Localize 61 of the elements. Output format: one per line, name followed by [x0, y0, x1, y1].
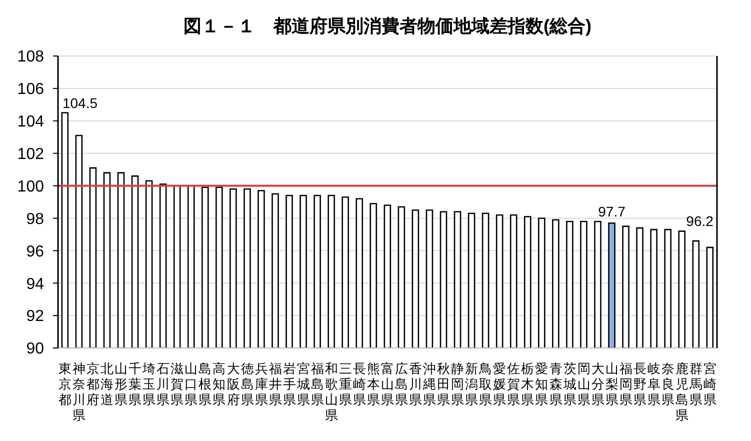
x-tick-label: 群馬県 [688, 361, 702, 407]
x-tick-label: 福島県 [310, 361, 324, 407]
x-tick-label: 栃木県 [521, 361, 534, 407]
data-label: 104.5 [62, 94, 98, 111]
x-tick-label: 奈良県 [661, 361, 674, 407]
x-tick-label: 京都府 [86, 361, 100, 407]
x-tick-label: 岐阜県 [647, 361, 660, 407]
y-tick-label: 98 [26, 210, 44, 228]
x-tick-label: 滋賀県 [170, 361, 184, 407]
x-tick-label: 沖縄県 [422, 361, 436, 407]
y-tick-label: 100 [17, 178, 44, 196]
x-tick-label: 兵庫県 [254, 361, 268, 407]
x-tick-label: 大分県 [591, 361, 604, 407]
x-tick-label: 鹿児島県 [675, 361, 688, 422]
x-tick-label: 愛知県 [535, 361, 548, 407]
x-tick-label: 和歌山県 [324, 361, 338, 422]
x-tick-label: 山梨県 [605, 361, 618, 407]
x-tick-label: 千葉県 [128, 361, 142, 407]
data-label: 96.2 [686, 213, 714, 230]
y-tick-label: 108 [17, 48, 44, 66]
x-tick-label: 山形県 [114, 361, 128, 407]
chart-title: 図１－１ 都道府県別消費者物価地域差指数(総合) [182, 15, 592, 37]
x-tick-label: 山口県 [184, 361, 198, 407]
x-tick-label: 神奈川県 [72, 361, 86, 422]
x-tick-label: 高知県 [212, 361, 226, 407]
x-tick-label: 三重県 [338, 361, 352, 407]
data-label: 97.7 [598, 203, 626, 220]
x-tick-label: 福井県 [268, 361, 282, 407]
y-tick-label: 104 [17, 114, 44, 131]
x-tick-label: 愛媛県 [493, 361, 506, 407]
y-tick-label: 102 [17, 146, 44, 164]
y-tick-label: 106 [17, 81, 44, 98]
x-tick-label: 宮城県 [296, 361, 310, 407]
x-tick-label: 鳥取県 [478, 361, 492, 407]
x-tick-label: 長野県 [633, 361, 646, 407]
x-tick-label: 岩手県 [282, 361, 296, 407]
y-tick-label: 90 [26, 340, 44, 358]
x-tick-label: 徳島県 [240, 361, 254, 407]
y-tick-label: 92 [26, 308, 44, 326]
x-tick-label: 石川県 [156, 361, 170, 407]
x-tick-label: 青森県 [549, 361, 562, 407]
x-tick-label: 埼玉県 [142, 361, 156, 407]
y-tick-label: 94 [26, 276, 44, 293]
x-tick-label: 茨城県 [562, 361, 576, 407]
x-tick-label: 宮崎県 [703, 361, 716, 407]
x-tick-label: 島根県 [198, 361, 212, 407]
x-tick-label: 広島県 [395, 361, 408, 407]
x-tick-label: 北海道 [100, 361, 114, 407]
x-tick-label: 福岡県 [619, 361, 632, 407]
x-tick-label: 秋田県 [437, 361, 450, 407]
x-tick-label: 香川県 [409, 361, 422, 407]
x-tick-label: 岡山県 [577, 361, 590, 407]
y-tick-label: 96 [26, 243, 44, 260]
x-tick-label: 佐賀県 [507, 361, 520, 407]
x-tick-label: 熊本県 [366, 361, 380, 407]
x-tick-label: 大阪府 [226, 361, 240, 407]
x-tick-label: 長崎県 [352, 361, 366, 407]
x-tick-label: 富山県 [381, 361, 394, 407]
x-tick-label: 静岡県 [451, 361, 464, 407]
x-tick-label: 新潟県 [465, 361, 478, 407]
x-tick-label: 東京都 [58, 361, 72, 407]
